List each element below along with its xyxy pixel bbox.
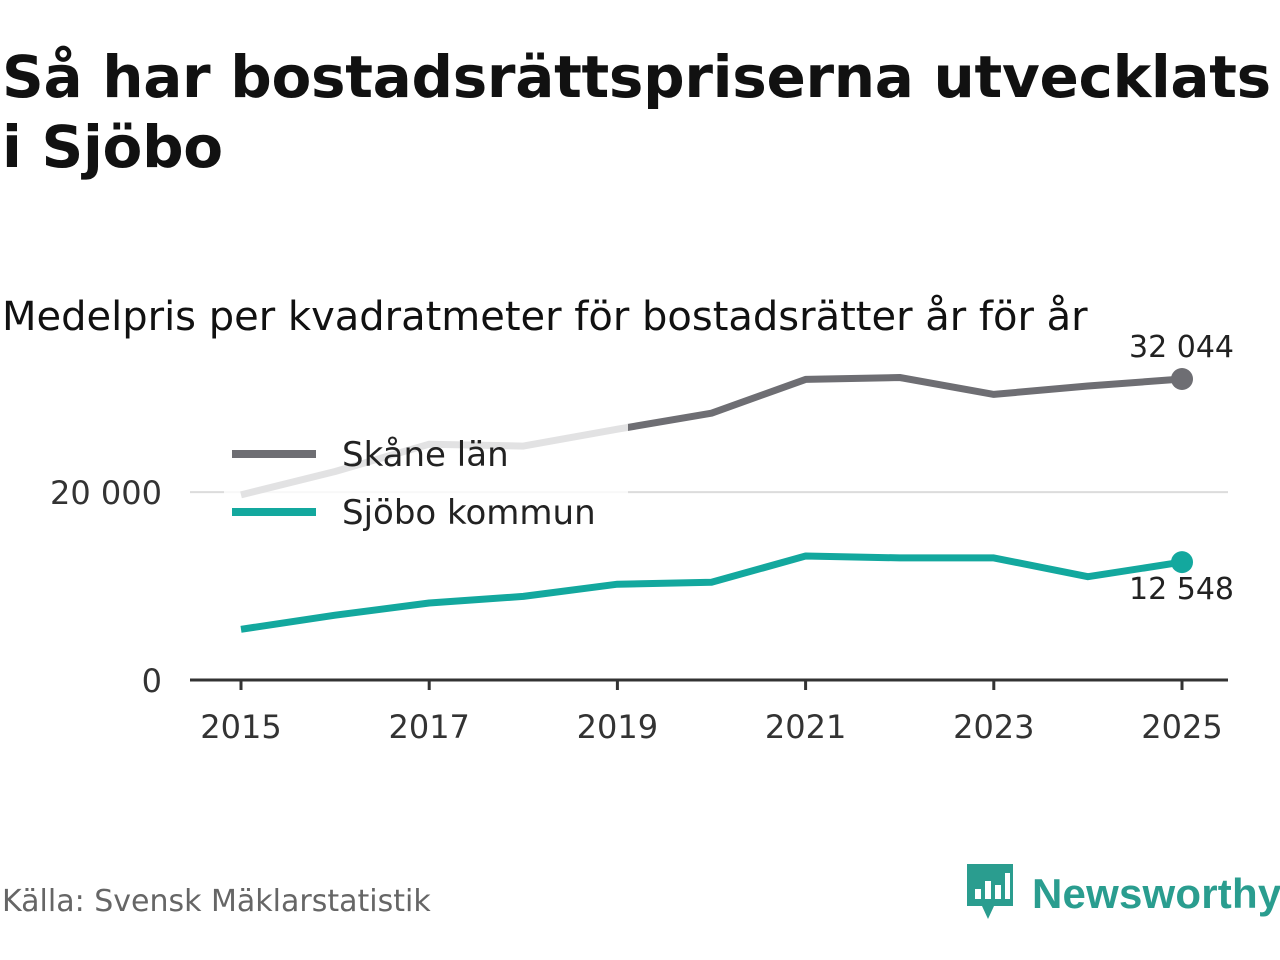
legend: Skåne län Sjöbo kommun	[224, 424, 628, 536]
chart-subtitle: Medelpris per kvadratmeter för bostadsrä…	[2, 294, 1088, 340]
brand-name: Newsworthy	[1032, 870, 1280, 917]
legend-label-skane: Skåne län	[342, 435, 509, 475]
end-value-label-sjobo: 12 548	[1129, 572, 1234, 607]
source-note: Källa: Svensk Mäklarstatistik	[2, 884, 431, 919]
end-point-skane	[1171, 367, 1193, 390]
end-value-label-skane: 32 044	[1129, 330, 1234, 365]
axis-layer: 0 20 000 2015 2017 2019 2021 2023 2025	[50, 474, 1228, 746]
x-tick-label: 2025	[1141, 708, 1222, 746]
series-line-sjobo	[240, 552, 1183, 633]
x-tick-label: 2019	[577, 708, 658, 746]
legend-background	[224, 424, 628, 536]
x-tick-label: 2023	[953, 708, 1034, 746]
end-point-sjobo	[1171, 551, 1193, 574]
brand-logo[interactable]: Newsworthy	[964, 862, 1280, 926]
end-labels: 32 044 12 548	[1129, 330, 1234, 607]
chart-title: Så har bostadsrättspriserna utvecklats i…	[2, 43, 1271, 181]
x-tick-label: 2017	[388, 708, 469, 746]
legend-label-sjobo: Sjöbo kommun	[342, 493, 596, 533]
x-tick-label: 2015	[200, 708, 281, 746]
y-tick-label: 20 000	[50, 474, 162, 512]
newsworthy-logo-icon	[964, 861, 1016, 927]
x-tick-label: 2021	[765, 708, 846, 746]
y-tick-label: 0	[142, 662, 162, 700]
